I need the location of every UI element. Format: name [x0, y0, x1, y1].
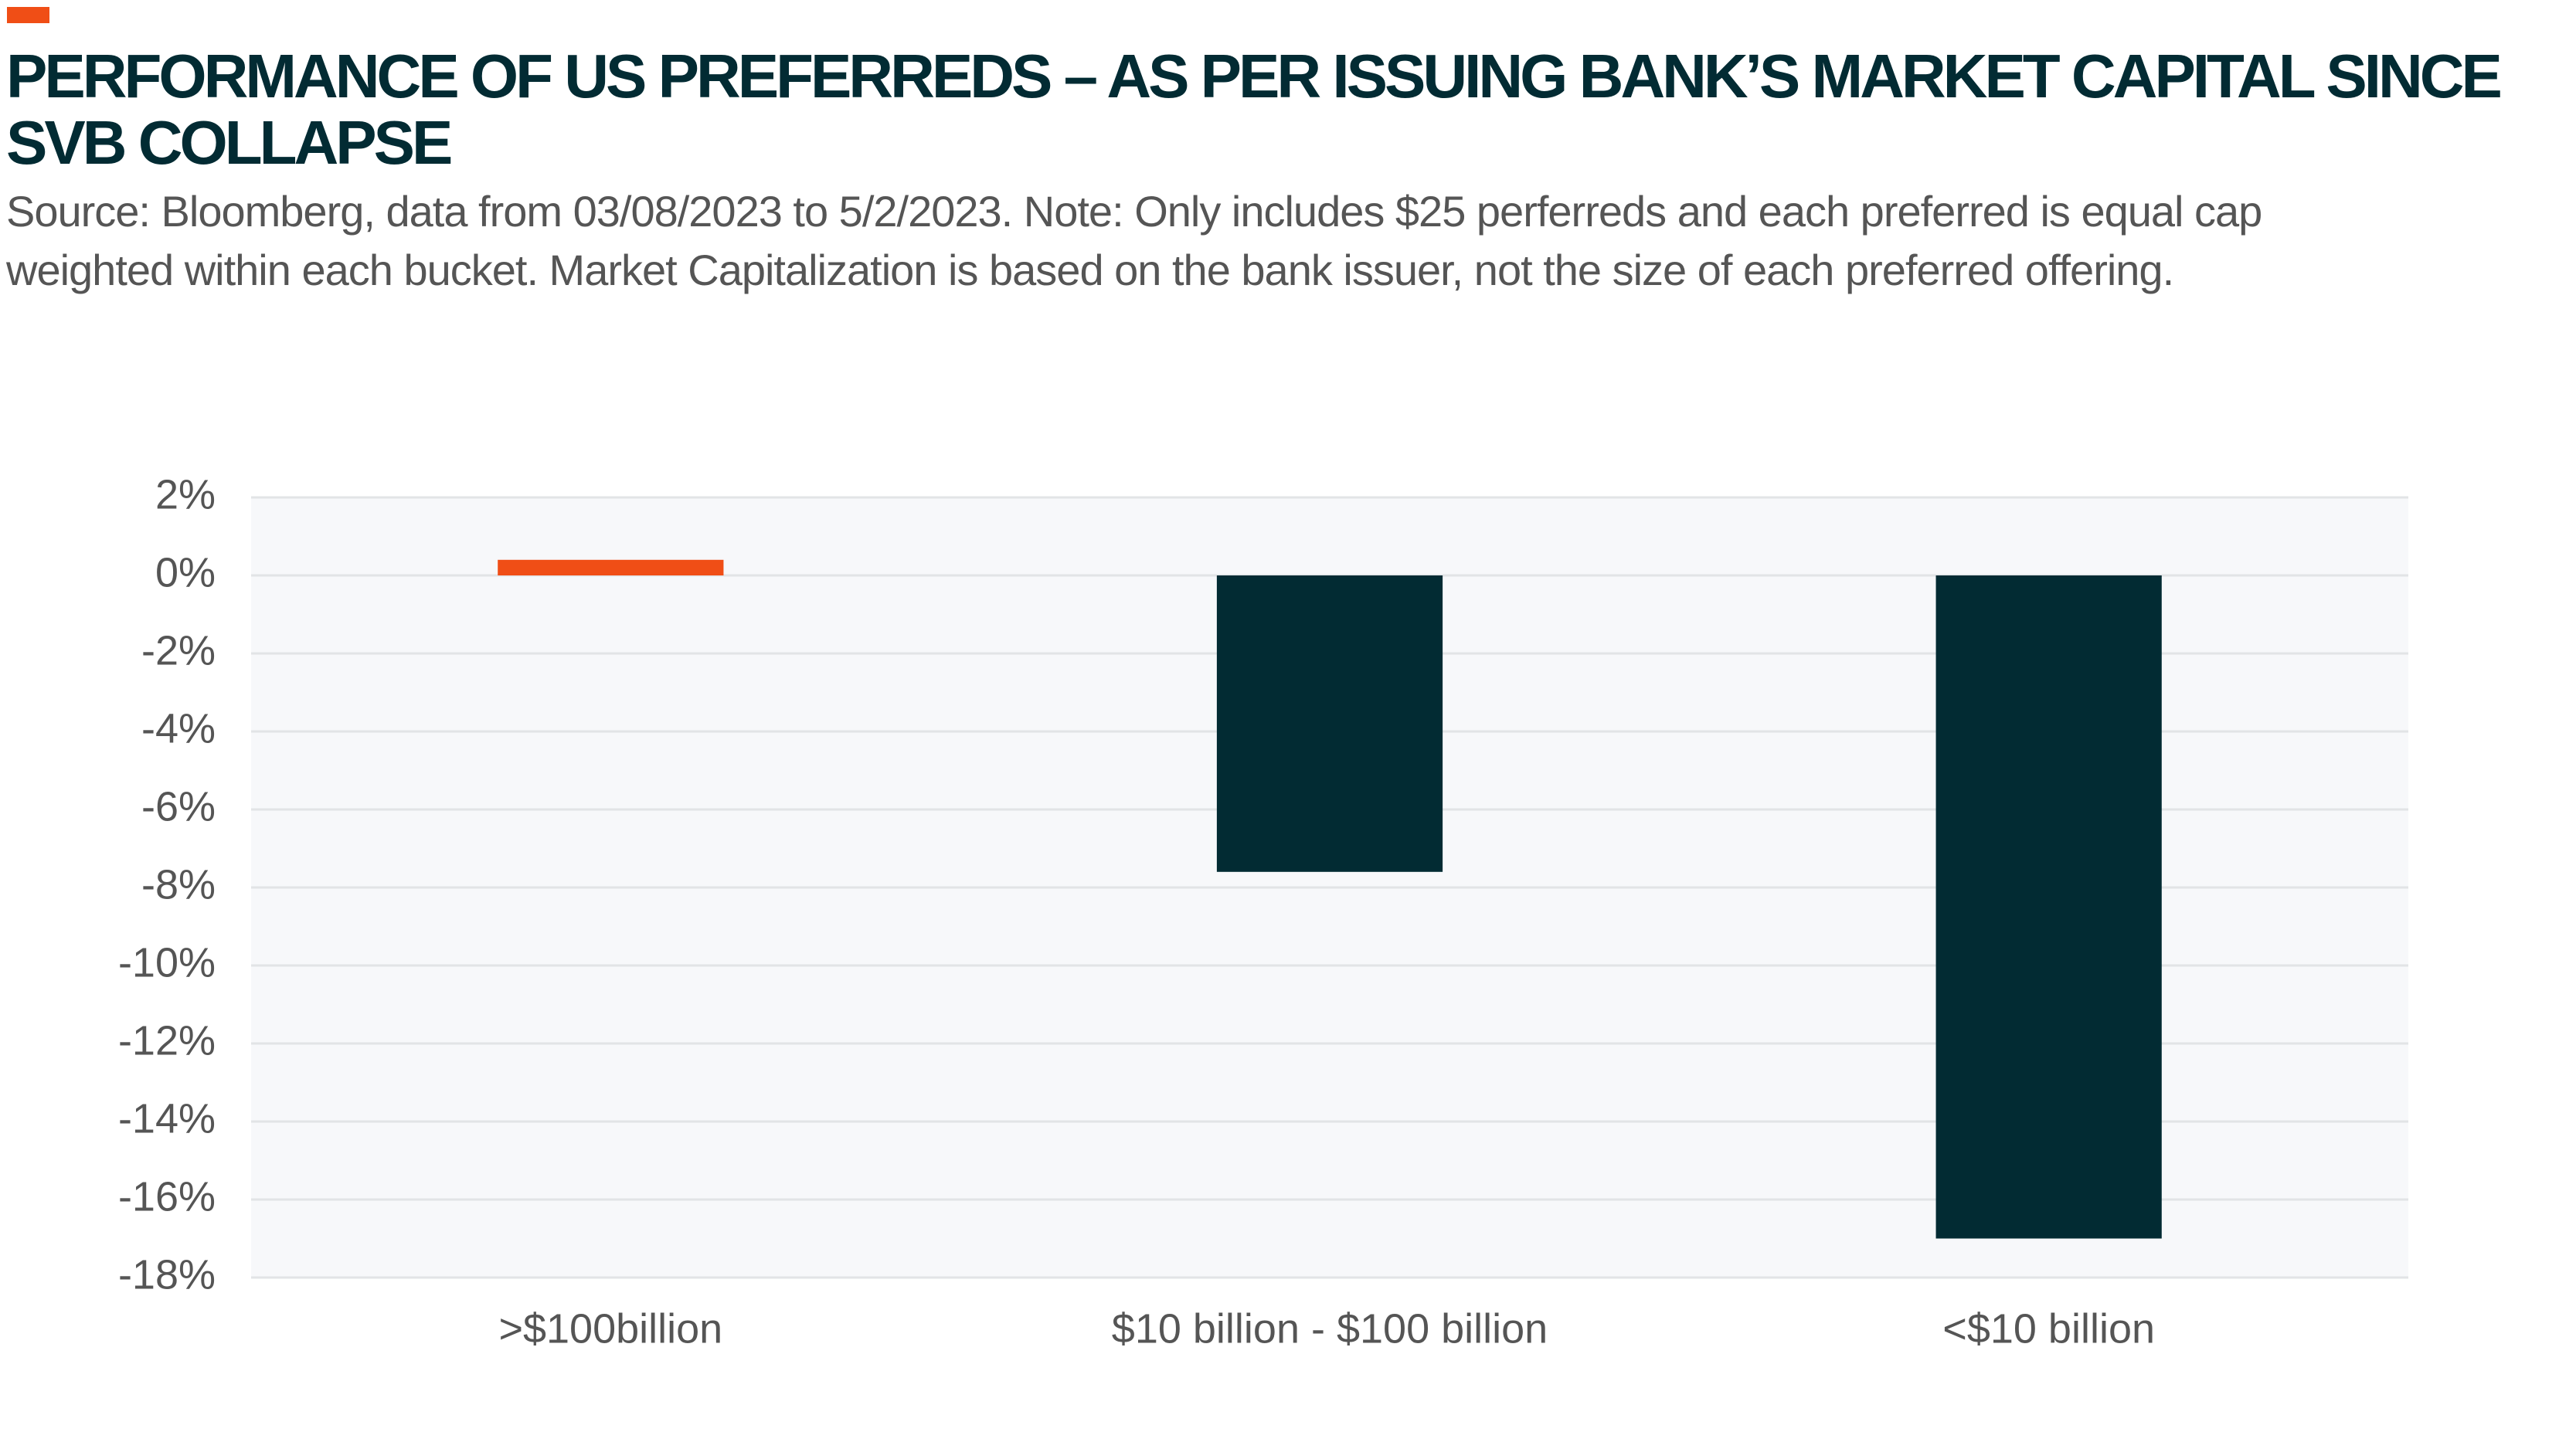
y-tick-label: -12%: [118, 1017, 216, 1064]
y-tick-label: 2%: [155, 471, 216, 517]
y-tick-label: -6%: [141, 783, 216, 830]
chart-title: PERFORMANCE OF US PREFERREDS – AS PER IS…: [6, 42, 2503, 177]
y-tick-label: -4%: [141, 705, 216, 752]
x-tick-label: <$10 billion: [1942, 1305, 2155, 1352]
bar: [1216, 575, 1443, 872]
x-tick-label: $10 billion - $100 billion: [1112, 1305, 1548, 1352]
y-tick-label: 0%: [155, 549, 216, 596]
bar: [1935, 575, 2162, 1239]
chart-subtitle: Source: Bloomberg, data from 03/08/2023 …: [6, 187, 2262, 294]
y-tick-label: -2%: [141, 627, 216, 674]
y-tick-label: -10%: [118, 939, 216, 986]
y-tick-label: -8%: [141, 861, 216, 908]
x-tick-label: >$100billion: [498, 1305, 722, 1352]
accent-mark: [7, 7, 49, 23]
bar: [498, 559, 724, 575]
y-tick-label: -18%: [118, 1251, 216, 1298]
y-tick-label: -16%: [118, 1173, 216, 1220]
y-tick-label: -14%: [118, 1095, 216, 1142]
